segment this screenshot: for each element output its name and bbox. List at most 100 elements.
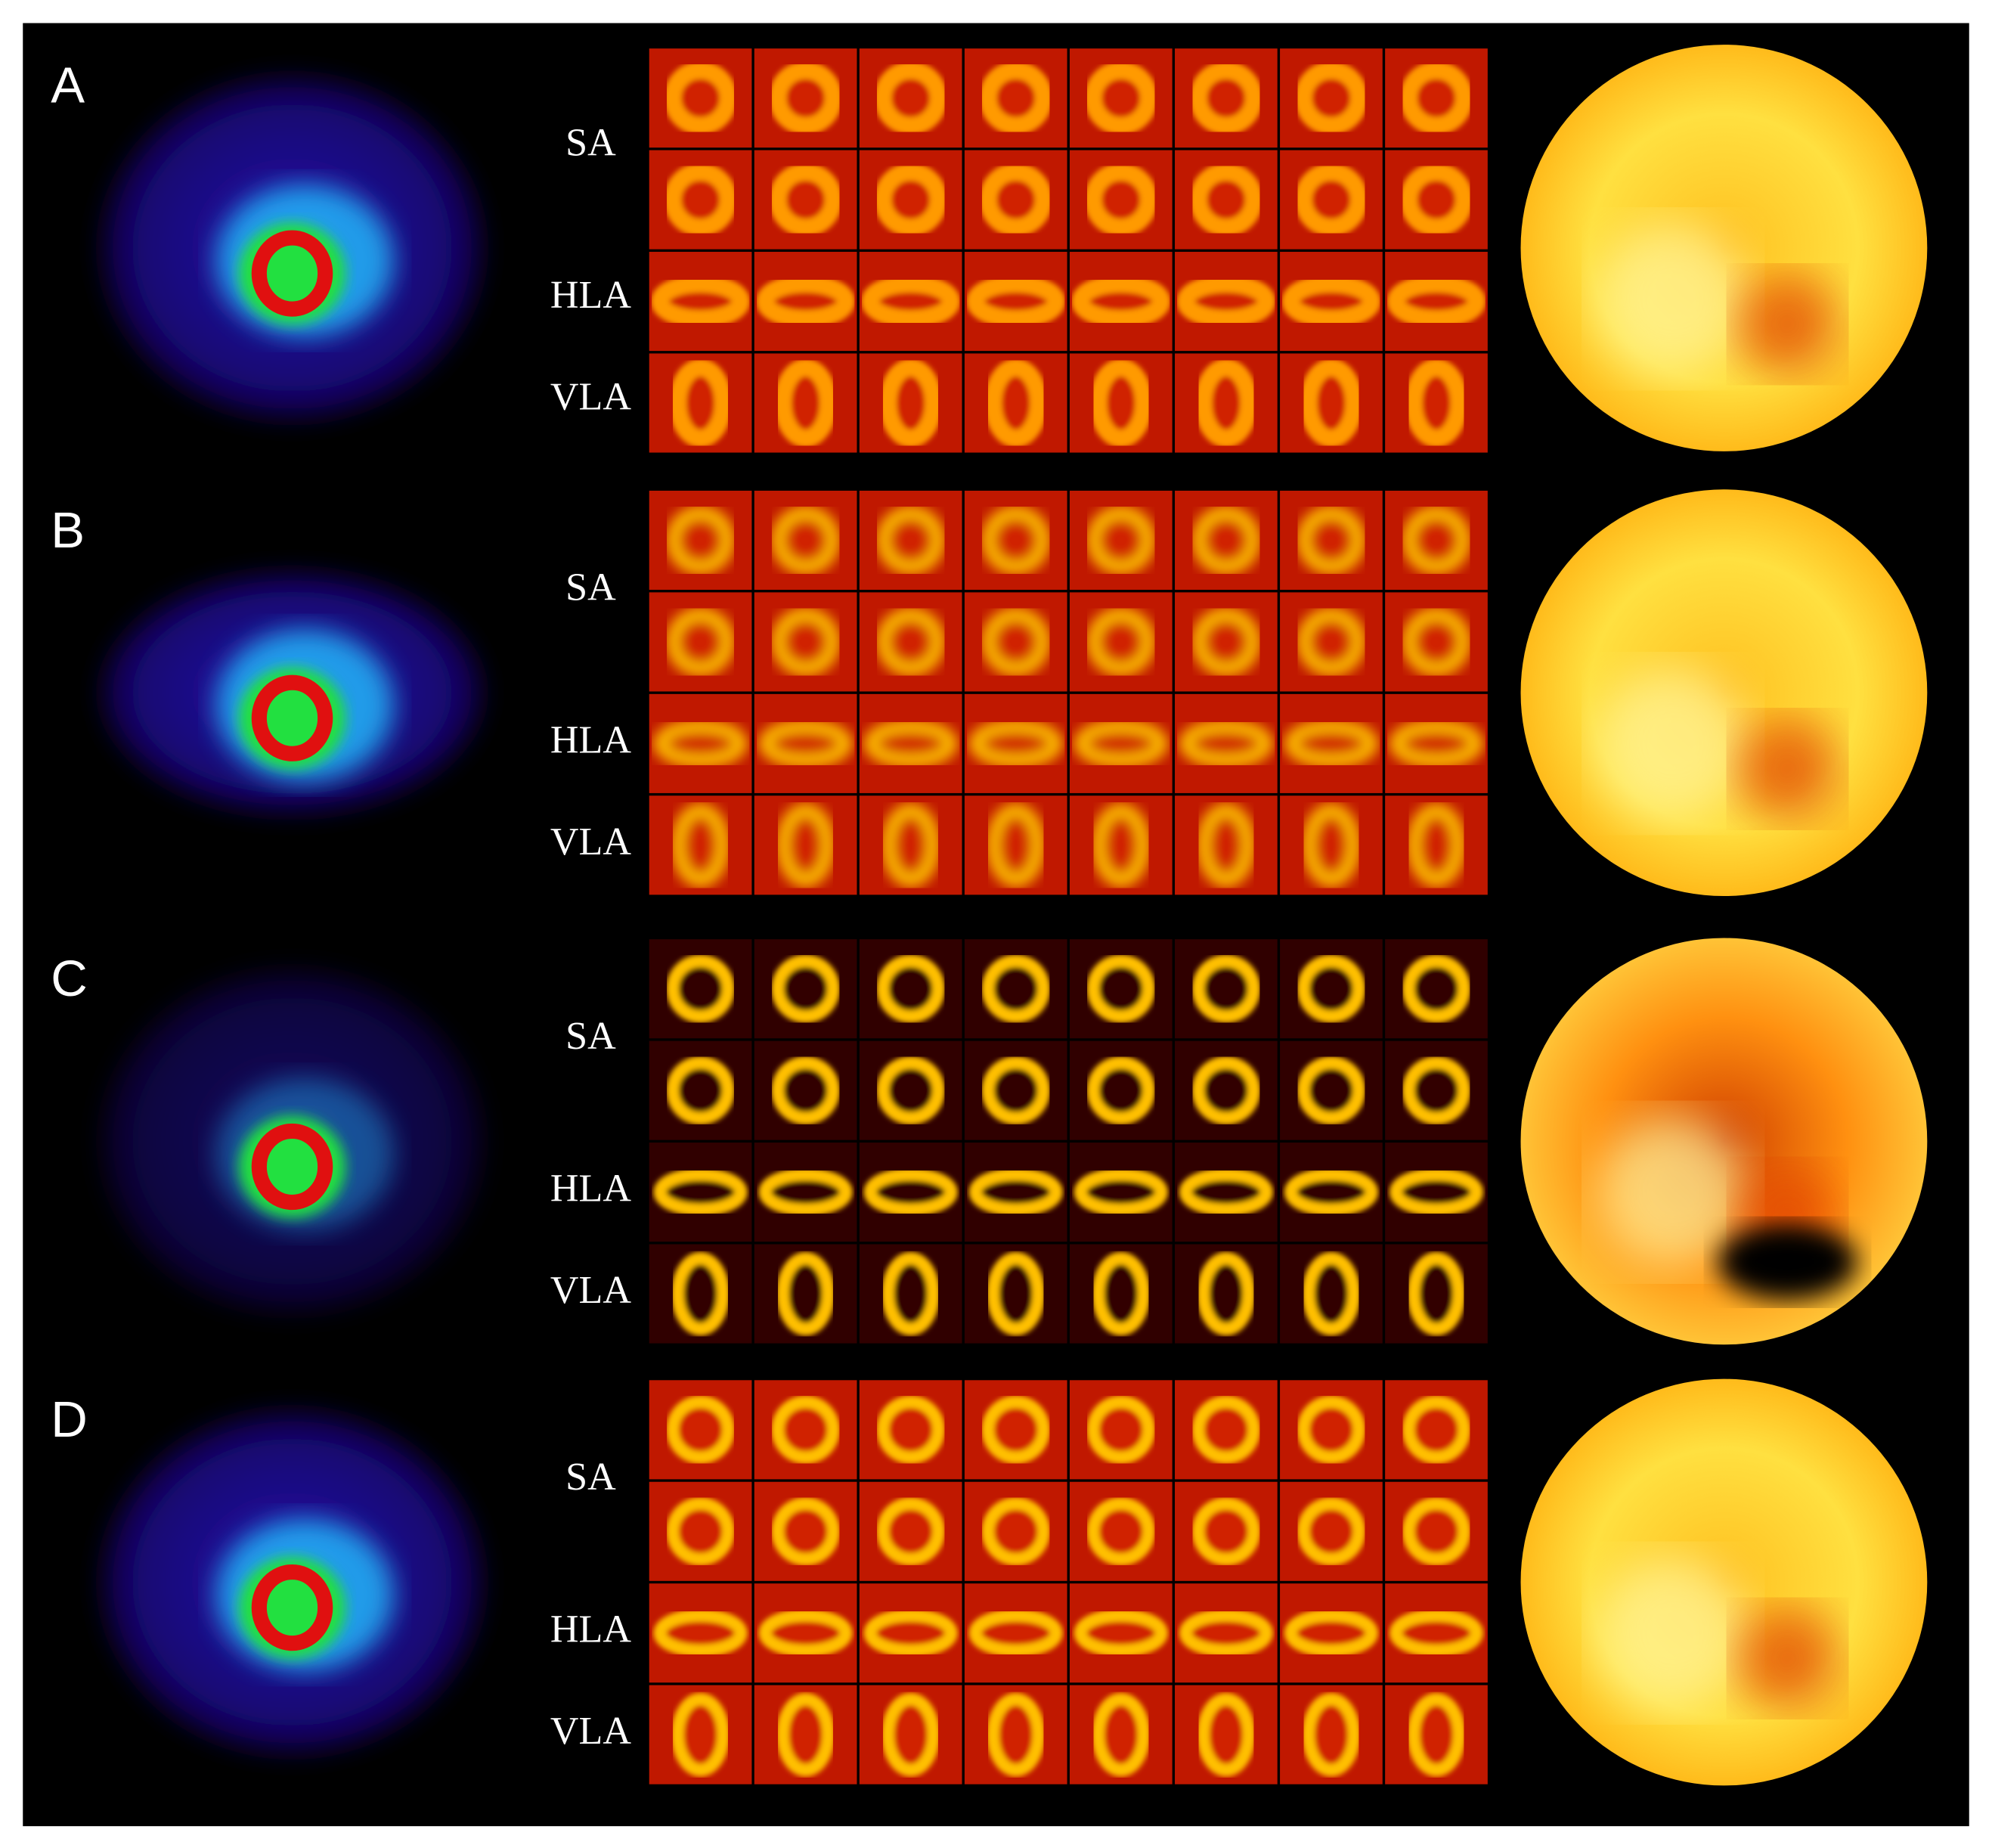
polar-defect-dark [1718, 1223, 1857, 1301]
slice-myocardium [968, 719, 1063, 768]
slice-myocardium [776, 1251, 835, 1336]
slice-tile [859, 490, 962, 591]
slice-tile [1385, 48, 1488, 148]
slice-tile [859, 693, 962, 793]
slice-myocardium [1191, 954, 1261, 1024]
slice-myocardium [968, 1608, 1063, 1657]
polar-map [1520, 45, 1928, 451]
slice-tile [1069, 939, 1173, 1039]
view-label: VLA [550, 1269, 631, 1312]
slice-myocardium [671, 1251, 730, 1336]
slice-tile [754, 353, 857, 453]
slice-myocardium [1389, 1608, 1484, 1657]
slice-tile [964, 939, 1067, 1039]
slice-myocardium [1189, 60, 1263, 135]
slice-tile [859, 1040, 962, 1140]
slice-tile [859, 150, 962, 250]
slice-tile [964, 1583, 1067, 1683]
slice-tile [649, 353, 752, 453]
heart-ring [251, 230, 333, 317]
slice-myocardium [881, 1251, 940, 1336]
slice-tile [754, 1685, 857, 1784]
slice-myocardium [1389, 1167, 1484, 1217]
view-label: HLA [550, 1167, 631, 1211]
slice-myocardium [1176, 274, 1276, 328]
slice-myocardium [1086, 607, 1156, 677]
slice-tile [649, 1143, 752, 1242]
slice-tile [1280, 490, 1383, 591]
slice-tile [964, 353, 1067, 453]
slice-tile [1175, 150, 1278, 250]
view-label: HLA [550, 1608, 631, 1651]
slice-myocardium [1399, 60, 1473, 135]
slice-myocardium [1089, 358, 1153, 448]
slice-myocardium [861, 274, 961, 328]
slice-myocardium [1086, 1056, 1156, 1125]
panel-label: D [51, 1391, 88, 1448]
slice-myocardium [1284, 1608, 1379, 1657]
slice-myocardium [776, 1692, 835, 1777]
slice-tile [859, 795, 962, 895]
slice-tile [1175, 939, 1278, 1039]
slice-tile [1280, 150, 1383, 250]
slice-myocardium [671, 803, 730, 888]
slice-myocardium [1399, 163, 1473, 237]
slice-tile [1069, 1143, 1173, 1242]
slice-myocardium [666, 954, 735, 1024]
slice-myocardium [1191, 607, 1261, 677]
slice-myocardium [1179, 1167, 1274, 1217]
slice-tile [1175, 1685, 1278, 1784]
slice-tile [1069, 1481, 1173, 1581]
transverse-image [101, 1410, 483, 1754]
slice-myocardium [758, 1608, 853, 1657]
slice-myocardium [653, 1167, 748, 1217]
slice-myocardium [863, 719, 958, 768]
slice-tile [1280, 592, 1383, 692]
slice-tile [964, 150, 1067, 250]
slice-myocardium [771, 607, 841, 677]
slice-tile [754, 592, 857, 692]
slice-tile [1280, 1040, 1383, 1140]
slice-tile [1385, 353, 1488, 453]
slice-tile [964, 252, 1067, 352]
heart-ring [251, 1564, 333, 1651]
slice-tile [1175, 48, 1278, 148]
slice-myocardium [1191, 1056, 1261, 1125]
polar-map [1520, 1378, 1928, 1786]
slice-tile [649, 592, 752, 692]
slice-myocardium [981, 607, 1051, 677]
slice-tile [1385, 939, 1488, 1039]
slice-myocardium [1402, 1496, 1471, 1566]
slice-myocardium [1294, 60, 1368, 135]
slice-tile [1175, 1040, 1278, 1140]
slice-tile [964, 693, 1067, 793]
slice-tile [1175, 1244, 1278, 1344]
slice-myocardium [1086, 506, 1156, 575]
slice-myocardium [876, 954, 946, 1024]
slice-tile [1280, 1143, 1383, 1242]
slice-tile [1175, 795, 1278, 895]
slice-tile [649, 1244, 752, 1344]
slice-tile [859, 1244, 962, 1344]
slice-myocardium [653, 719, 748, 768]
slice-myocardium [1084, 60, 1158, 135]
slice-tile [1069, 592, 1173, 692]
slice-myocardium [1179, 1608, 1274, 1657]
slice-tile [1175, 353, 1278, 453]
slice-tile [1175, 490, 1278, 591]
slice-myocardium [1402, 1395, 1471, 1465]
slice-myocardium [1086, 1395, 1156, 1465]
slice-tile [649, 1380, 752, 1480]
slice-tile [1385, 1380, 1488, 1480]
slice-myocardium [771, 1496, 841, 1566]
slice-myocardium [873, 60, 948, 135]
slice-myocardium [987, 803, 1046, 888]
slice-myocardium [878, 358, 943, 448]
slice-myocardium [876, 1395, 946, 1465]
slice-myocardium [1281, 274, 1381, 328]
slice-tile [1385, 1244, 1488, 1344]
slice-myocardium [987, 1251, 1046, 1336]
slice-tile [1280, 1244, 1383, 1344]
slice-tile [859, 1583, 962, 1683]
